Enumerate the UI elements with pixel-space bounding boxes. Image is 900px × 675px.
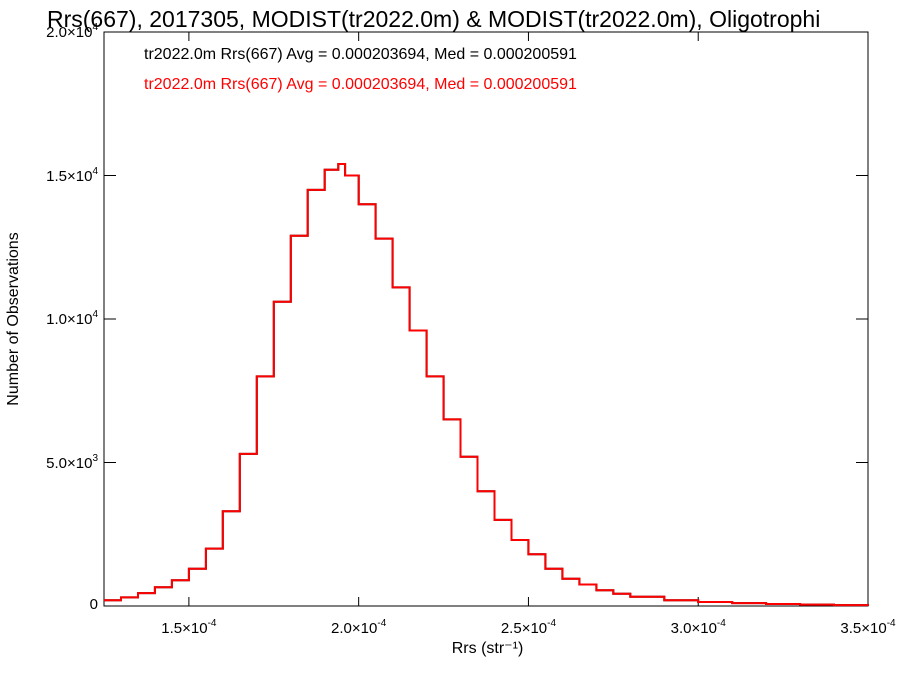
chart-title: Rrs(667), 2017305, MODIST(tr2022.0m) & M… [47, 6, 821, 32]
x-tick-label: 1.5×10-4 [161, 618, 217, 637]
y-tick-label: 5.0×103 [46, 452, 98, 472]
y-axis-label: Number of Observations [5, 232, 22, 406]
series-lines [104, 163, 869, 607]
x-axis-label-text: Rrs (str⁻¹) [451, 640, 524, 657]
x-tick-label: 3.0×10-4 [670, 618, 726, 637]
x-tick-label: 2.0×10-4 [331, 618, 387, 637]
y-tick-label: 2.0×104 [46, 22, 98, 41]
x-axis-label: Rrs (str⁻¹) [0, 638, 900, 658]
y-tick-label: 0 [89, 596, 98, 613]
x-tick-label: 3.5×10-4 [840, 618, 896, 637]
series-line-1 [104, 163, 869, 607]
plot-frame [103, 31, 869, 607]
legend-entry-1: tr2022.0m Rrs(667) Avg = 0.000203694, Me… [144, 46, 577, 63]
y-tick-label: 1.0×104 [46, 309, 98, 328]
legend-entry-2: tr2022.0m Rrs(667) Avg = 0.000203694, Me… [144, 76, 577, 93]
series-line-2 [104, 163, 869, 607]
x-tick-label: 2.5×10-4 [500, 618, 557, 637]
axis-ticks [104, 31, 869, 607]
y-tick-label: 1.5×104 [46, 165, 98, 185]
